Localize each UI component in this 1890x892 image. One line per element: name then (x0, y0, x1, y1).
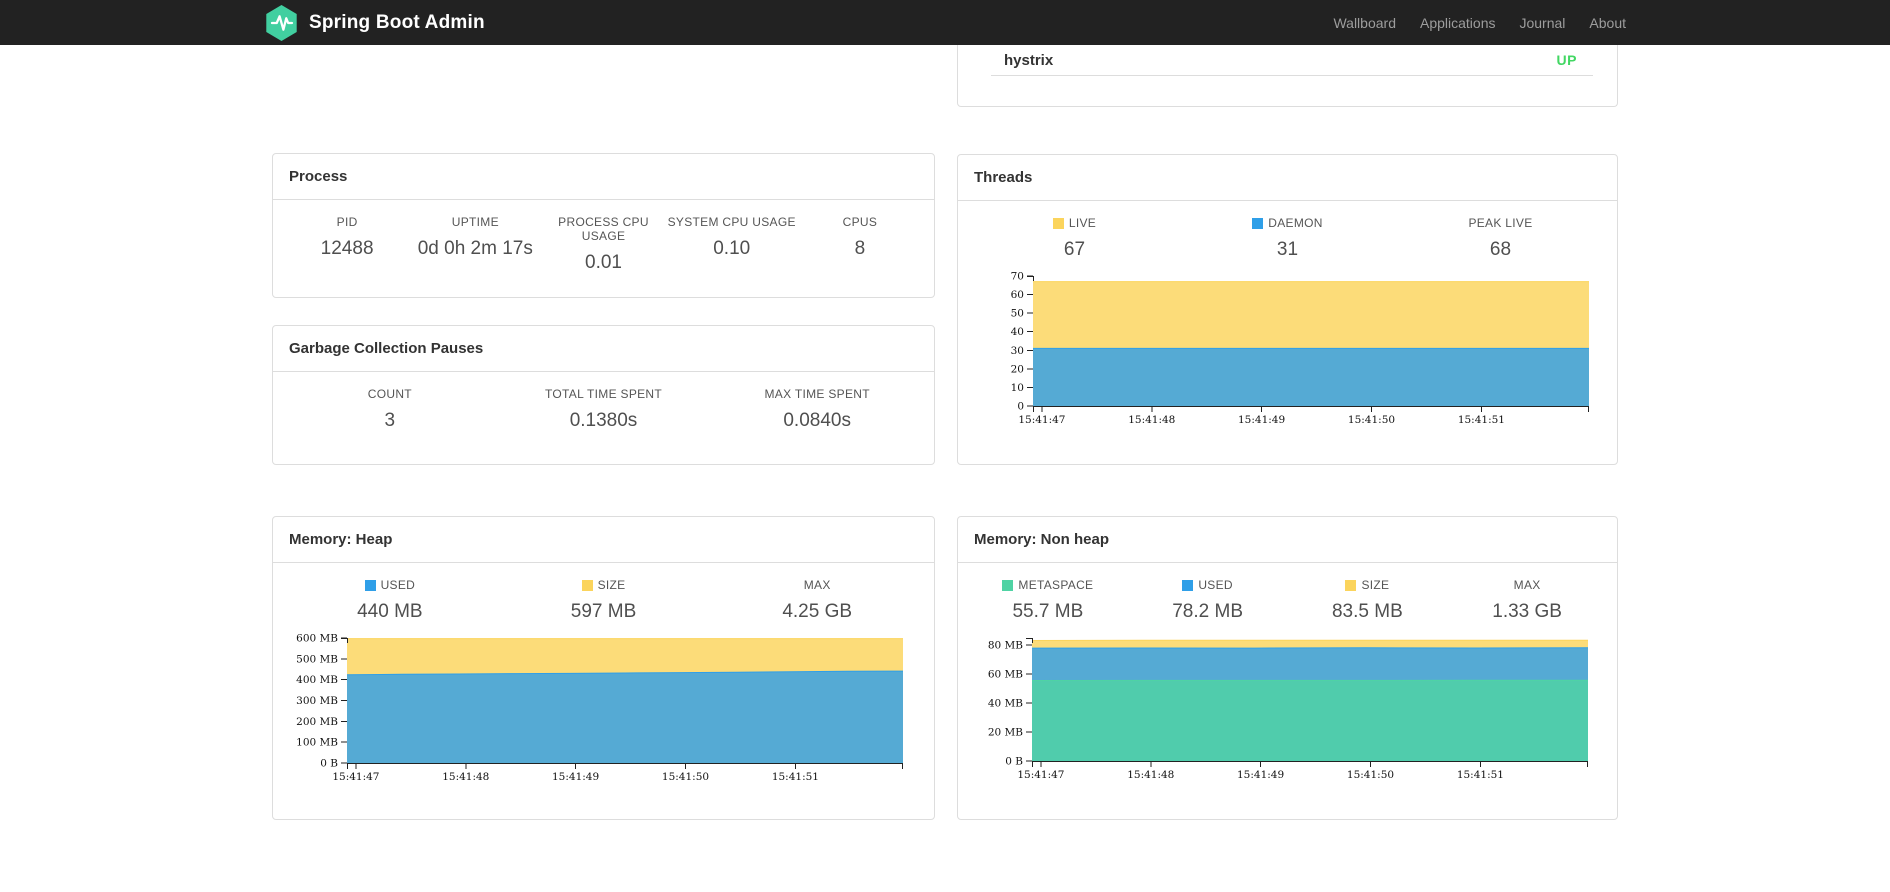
stat-threads-live: LIVE 67 (968, 216, 1181, 261)
svg-text:40 MB: 40 MB (988, 698, 1023, 710)
stat-threads-daemon: DAEMON 31 (1181, 216, 1394, 261)
nonheap-size-legend-swatch (1345, 579, 1357, 591)
svg-text:20: 20 (1011, 363, 1024, 375)
stat-system-cpu-usage: SYSTEM CPU USAGE 0.10 (667, 215, 796, 259)
metaspace-legend-swatch (1002, 579, 1014, 591)
svg-text:15:41:50: 15:41:50 (1347, 769, 1394, 781)
stat-nonheap-used: USED 78.2 MB (1172, 578, 1243, 622)
svg-text:10: 10 (1011, 382, 1024, 394)
memory-nonheap-chart: 0 B 20 MB 40 MB 60 MB 80 MB 15:41:47 15:41:48 1… (958, 634, 1617, 785)
heap-size-legend-swatch (581, 579, 593, 591)
svg-text:15:41:51: 15:41:51 (1458, 414, 1505, 426)
threads-panel-title: Threads (958, 155, 1617, 201)
svg-text:400 MB: 400 MB (296, 674, 338, 686)
nav-links: Wallboard Applications Journal About (1321, 15, 1626, 31)
gc-pauses-panel: Garbage Collection Pauses COUNT 3 TOTAL … (272, 325, 935, 465)
application-name[interactable]: hystrix (1004, 51, 1054, 69)
memory-heap-chart: 0 B 100 MB 200 MB 300 MB 400 MB 500 MB 600 MB 1… (273, 634, 934, 787)
stat-threads-peak-live: PEAK LIVE 68 (1468, 216, 1533, 260)
svg-text:500 MB: 500 MB (296, 653, 338, 665)
svg-text:200 MB: 200 MB (296, 716, 338, 728)
svg-text:0 B: 0 B (320, 758, 338, 770)
memory-nonheap-panel: Memory: Non heap METASPACE 55.7 MB USED … (957, 516, 1618, 820)
threads-panel: Threads LIVE 67 DAEMON 31 (957, 154, 1618, 465)
stat-gc-max-time: MAX TIME SPENT 0.0840s (764, 387, 870, 431)
stat-gc-total-time: TOTAL TIME SPENT 0.1380s (544, 387, 663, 431)
stat-pid: PID 12488 (320, 215, 374, 259)
stat-nonheap-metaspace: METASPACE 55.7 MB (968, 578, 1128, 623)
svg-text:60: 60 (1011, 289, 1024, 301)
process-panel: Process PID 12488 UPTIME 0d 0h 2m 17s PR… (272, 153, 935, 298)
svg-text:300 MB: 300 MB (296, 695, 338, 707)
svg-text:15:41:49: 15:41:49 (1237, 769, 1284, 781)
brand[interactable]: Spring Boot Admin (264, 4, 485, 42)
svg-text:15:41:47: 15:41:47 (1017, 769, 1064, 781)
svg-text:15:41:48: 15:41:48 (1128, 414, 1175, 426)
svg-text:600 MB: 600 MB (296, 634, 338, 645)
stat-gc-count: COUNT 3 (367, 387, 412, 431)
svg-text:15:41:51: 15:41:51 (1457, 769, 1504, 781)
svg-text:50: 50 (1011, 308, 1024, 320)
threads-chart: 0 10 20 30 40 50 60 70 15:41:47 15:41:48 15:41:49 1… (958, 272, 1617, 430)
svg-text:15:41:49: 15:41:49 (1238, 414, 1285, 426)
svg-text:15:41:50: 15:41:50 (662, 771, 709, 783)
pulse-logo-icon (264, 4, 299, 42)
nav-item-about[interactable]: About (1589, 14, 1626, 31)
svg-text:15:41:48: 15:41:48 (1127, 769, 1174, 781)
process-panel-title: Process (273, 154, 934, 200)
gc-panel-title: Garbage Collection Pauses (273, 326, 934, 372)
svg-text:15:41:51: 15:41:51 (772, 771, 819, 783)
svg-text:15:41:47: 15:41:47 (332, 771, 379, 783)
nav-item-wallboard[interactable]: Wallboard (1333, 14, 1396, 31)
svg-text:80 MB: 80 MB (988, 640, 1023, 652)
svg-text:30: 30 (1011, 345, 1024, 357)
daemon-legend-swatch (1252, 217, 1264, 229)
live-legend-swatch (1052, 217, 1064, 229)
memory-heap-panel-title: Memory: Heap (273, 517, 934, 563)
nav-item-journal[interactable]: Journal (1519, 14, 1566, 31)
svg-text:0 B: 0 B (1005, 756, 1023, 768)
brand-title: Spring Boot Admin (309, 11, 485, 33)
stat-nonheap-size: SIZE 83.5 MB (1331, 578, 1403, 622)
stat-heap-used: USED 440 MB (357, 578, 423, 622)
svg-text:15:41:50: 15:41:50 (1348, 414, 1395, 426)
top-navbar: Spring Boot Admin Wallboard Applications… (0, 0, 1890, 45)
svg-text:15:41:47: 15:41:47 (1018, 414, 1065, 426)
application-status-panel: hystrix UP (957, 45, 1618, 107)
application-row-hystrix[interactable]: hystrix UP (991, 45, 1593, 76)
stat-heap-size: SIZE 597 MB (570, 578, 637, 622)
memory-heap-panel: Memory: Heap USED 440 MB SIZE 597 MB (272, 516, 935, 820)
svg-text:40: 40 (1011, 326, 1024, 338)
application-status-badge: UP (1556, 52, 1577, 68)
svg-text:20 MB: 20 MB (988, 727, 1023, 739)
stat-cpus: CPUS 8 (842, 215, 878, 259)
svg-text:15:41:48: 15:41:48 (442, 771, 489, 783)
heap-used-legend-swatch (364, 579, 376, 591)
stat-uptime: UPTIME 0d 0h 2m 17s (417, 215, 533, 259)
stat-nonheap-max: MAX 1.33 GB (1492, 578, 1562, 622)
nonheap-used-legend-swatch (1182, 579, 1194, 591)
stat-heap-max: MAX 4.25 GB (782, 578, 853, 622)
svg-text:70: 70 (1011, 272, 1024, 283)
stat-process-cpu-usage: PROCESS CPU USAGE 0.01 (558, 215, 649, 273)
memory-nonheap-panel-title: Memory: Non heap (958, 517, 1617, 563)
nav-item-applications[interactable]: Applications (1419, 14, 1496, 31)
svg-text:15:41:49: 15:41:49 (552, 771, 599, 783)
svg-text:100 MB: 100 MB (296, 737, 338, 749)
svg-text:0: 0 (1017, 401, 1024, 413)
svg-text:60 MB: 60 MB (988, 669, 1023, 681)
